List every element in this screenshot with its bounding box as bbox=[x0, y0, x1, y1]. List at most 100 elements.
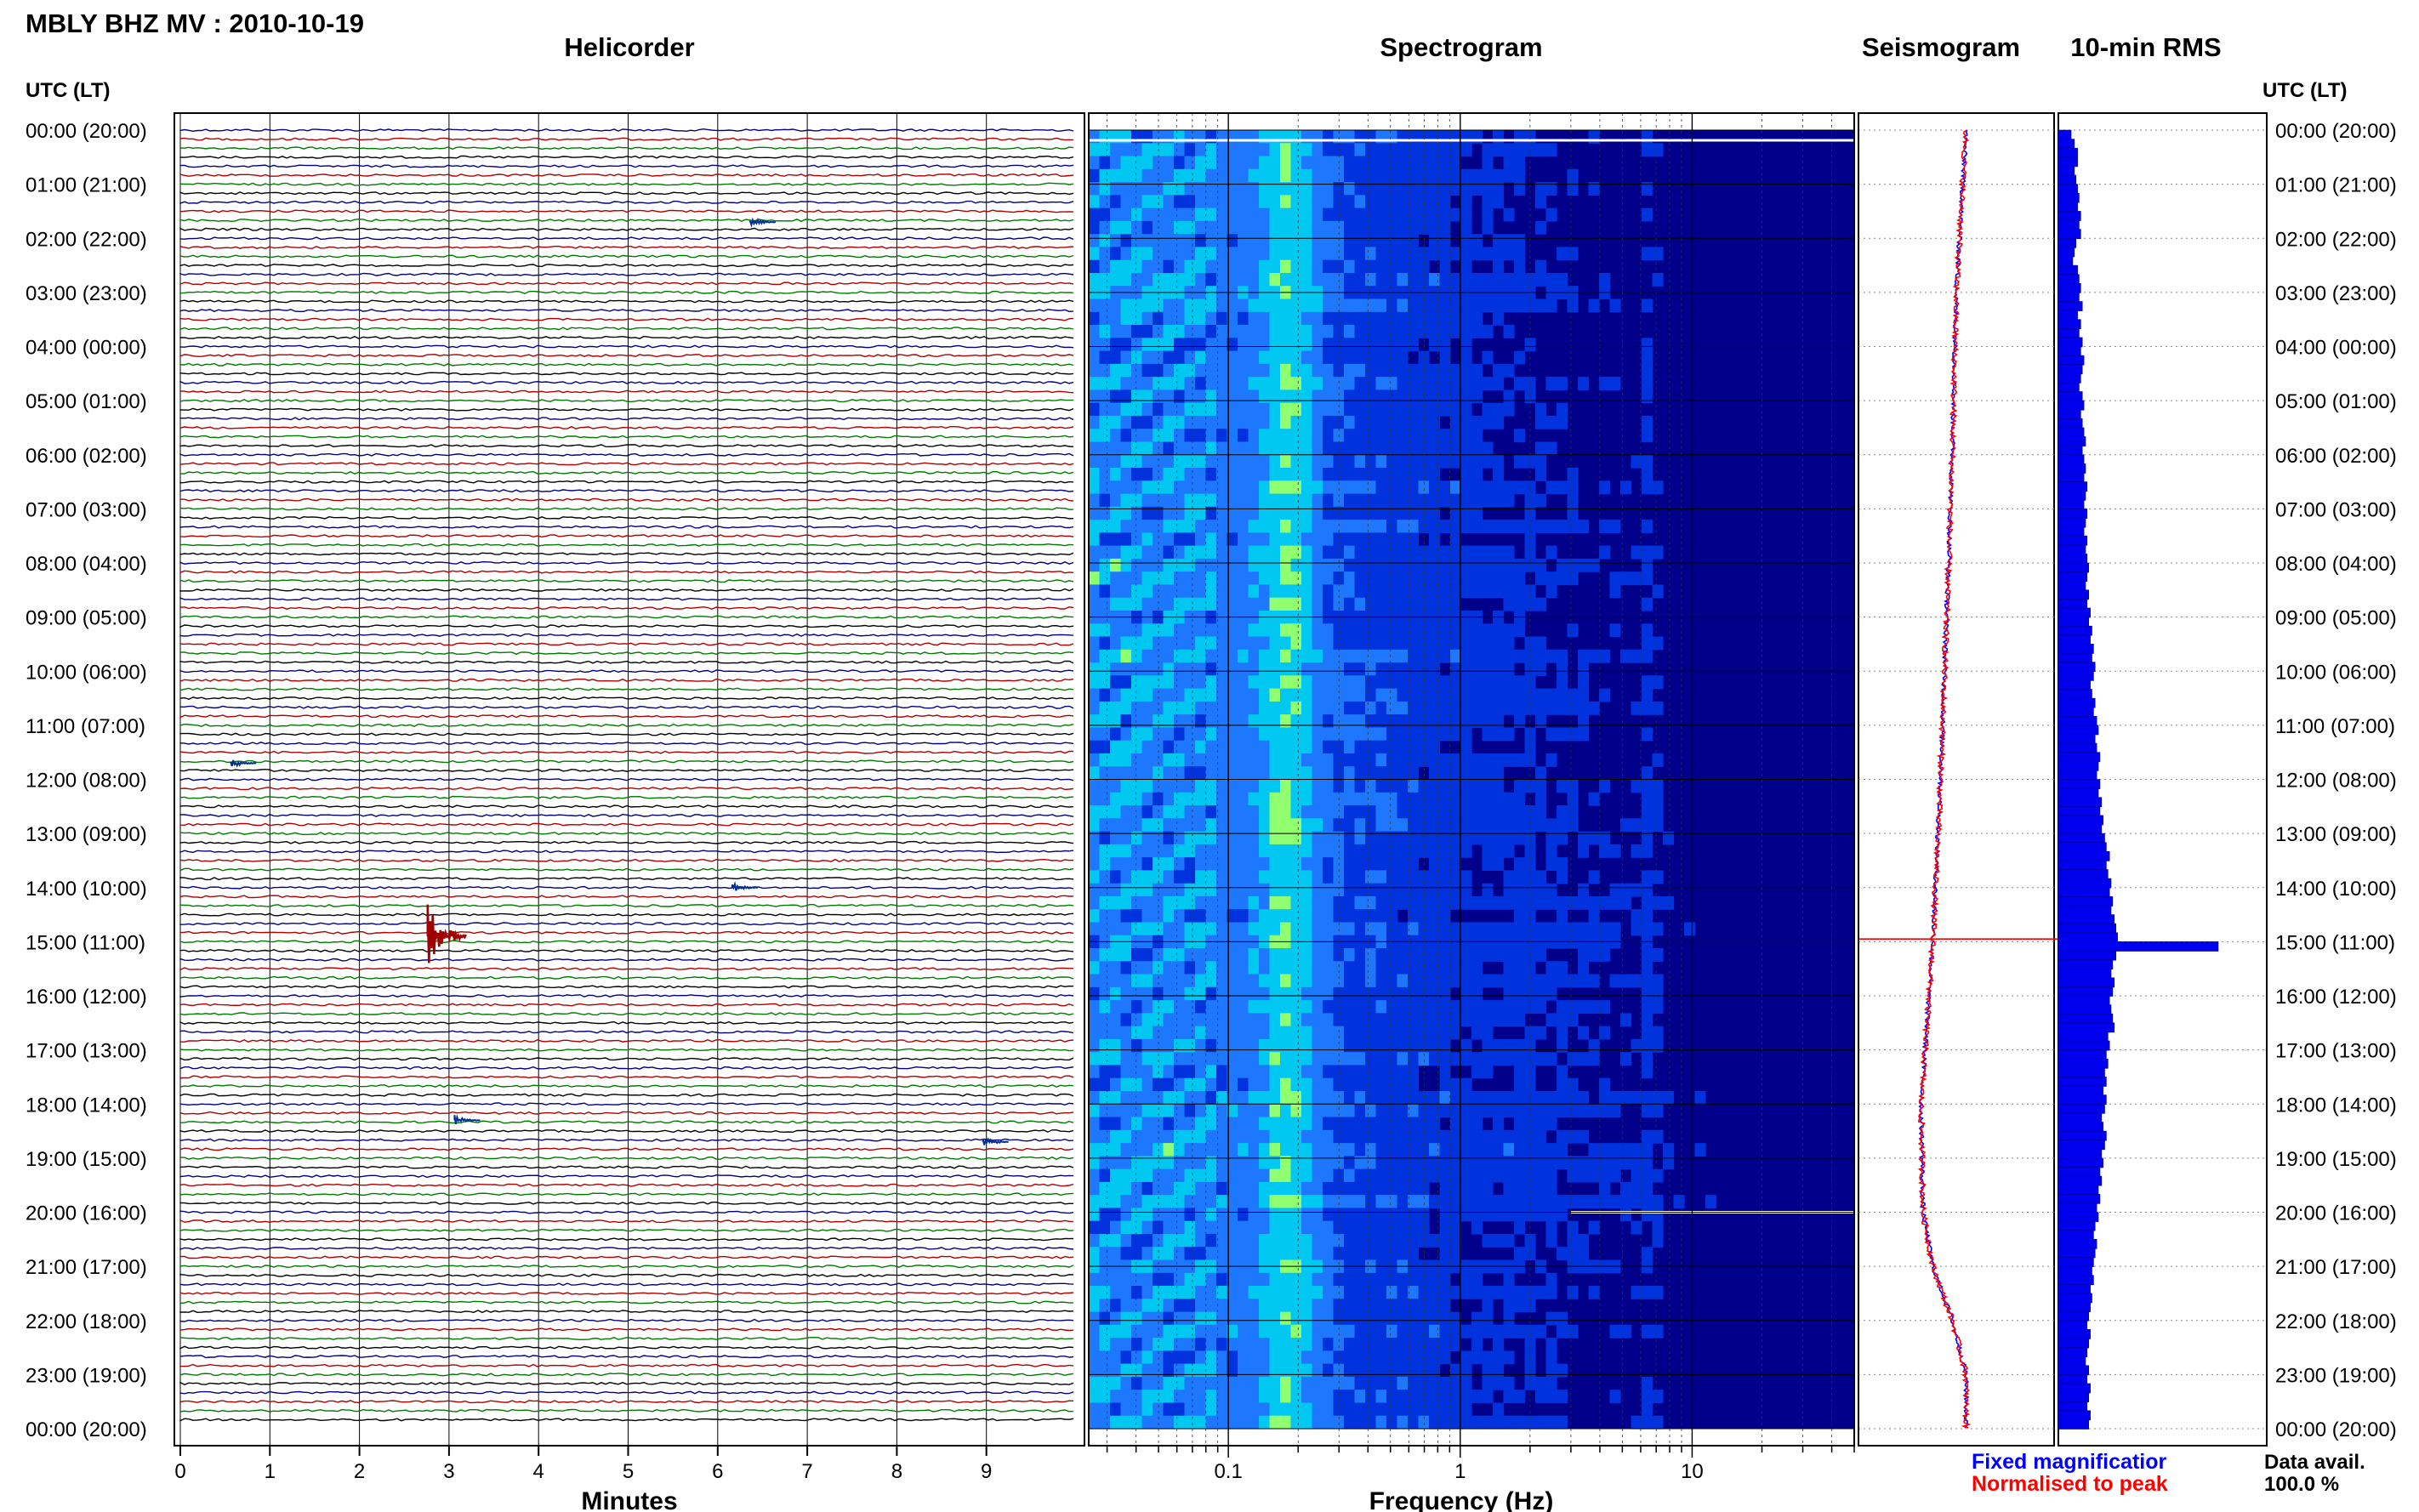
helicorder-trace bbox=[179, 570, 1074, 574]
spectrogram-cell bbox=[1301, 1299, 1313, 1313]
spectrogram-cell bbox=[1323, 1091, 1335, 1105]
spectrogram-cell bbox=[1131, 520, 1143, 533]
spectrogram-cell bbox=[1471, 922, 1483, 936]
spectrogram-cell bbox=[1460, 948, 1472, 962]
spectrogram-cell bbox=[1642, 792, 1653, 806]
spectrogram-cell bbox=[1099, 1117, 1111, 1131]
helicorder-trace bbox=[179, 281, 1074, 286]
spectrogram-cell bbox=[1259, 831, 1271, 845]
spectrogram-cell bbox=[1174, 1415, 1186, 1430]
spectrogram-cell bbox=[1524, 961, 1536, 975]
spectrogram-cell bbox=[1099, 1000, 1111, 1014]
spectrogram-cell bbox=[1545, 441, 1557, 456]
spectrogram-cell bbox=[1323, 247, 1335, 261]
spectrogram-cell bbox=[1259, 740, 1271, 754]
spectrogram-cell bbox=[1354, 792, 1366, 806]
spectrogram-cell bbox=[1439, 1247, 1451, 1261]
spectrogram-cell bbox=[1375, 986, 1387, 1001]
spectrogram-cell bbox=[1280, 571, 1292, 586]
spectrogram-cell bbox=[1290, 1220, 1302, 1235]
spectrogram-cell bbox=[1312, 1286, 1323, 1299]
spectrogram-cell bbox=[1174, 1350, 1186, 1365]
spectrogram-cell bbox=[1248, 1129, 1260, 1144]
spectrogram-cell bbox=[1184, 818, 1196, 833]
spectrogram-cell bbox=[1567, 1091, 1579, 1105]
spectrogram-cell bbox=[1141, 350, 1153, 365]
spectrogram-cell bbox=[1131, 636, 1143, 651]
spectrogram-cell bbox=[1344, 259, 1356, 274]
spectrogram-cell bbox=[1227, 429, 1238, 443]
spectrogram-cell bbox=[1290, 493, 1302, 508]
rms-bar bbox=[2058, 1392, 2090, 1402]
spectrogram-cell bbox=[1089, 1195, 1101, 1208]
spectrogram-cell bbox=[1195, 1402, 1207, 1417]
spectrogram-cell bbox=[1609, 895, 1621, 910]
rms-bar bbox=[2058, 1175, 2103, 1186]
spectrogram-cell bbox=[1280, 1299, 1292, 1313]
spectrogram-cell bbox=[1514, 1052, 1526, 1066]
spectrogram-cell bbox=[1460, 1052, 1472, 1066]
spectrogram-cell bbox=[1397, 1195, 1409, 1208]
spectrogram-cell bbox=[1184, 831, 1196, 845]
spectrogram-cell bbox=[1131, 1168, 1143, 1183]
rms-bar bbox=[2058, 544, 2086, 555]
helicorder-trace bbox=[179, 182, 1074, 186]
spectrogram-cell bbox=[1375, 350, 1387, 365]
spectrogram-cell bbox=[1280, 1324, 1292, 1339]
spectrogram-cell bbox=[1514, 480, 1526, 495]
spectrogram-cell bbox=[1120, 273, 1132, 287]
helicorder-trace bbox=[179, 867, 1074, 872]
spectrogram-cell bbox=[1174, 1299, 1186, 1313]
spectrogram-cell bbox=[1301, 1181, 1313, 1196]
rms-bar bbox=[2058, 1202, 2097, 1214]
spectrogram-cell bbox=[1120, 350, 1132, 365]
spectrogram-cell bbox=[1227, 389, 1238, 404]
spectrogram-cell bbox=[1418, 675, 1430, 690]
spectrogram-cell bbox=[1184, 1168, 1196, 1183]
spectrogram-cell bbox=[1174, 779, 1186, 793]
spectrogram-cell bbox=[1535, 597, 1547, 611]
spectrogram-cell bbox=[1450, 1000, 1462, 1014]
spectrogram-cell bbox=[1153, 597, 1164, 611]
spectrogram-cell bbox=[1344, 1129, 1356, 1144]
spectrogram-cell bbox=[1323, 727, 1335, 742]
spectrogram-cell bbox=[1386, 1402, 1398, 1417]
spectrogram-cell bbox=[1141, 1324, 1153, 1339]
spectrogram-cell bbox=[1248, 779, 1260, 793]
helicorder-trace bbox=[179, 1408, 1074, 1413]
spectrogram-cell bbox=[1184, 195, 1196, 209]
spectrogram-cell bbox=[1599, 779, 1611, 793]
spectrogram-cell bbox=[1301, 1000, 1313, 1014]
spectrogram-cell bbox=[1141, 1208, 1153, 1222]
spectrogram-cell bbox=[1354, 662, 1366, 676]
spectrogram-cell bbox=[1429, 740, 1441, 754]
spectrogram-cell bbox=[1471, 948, 1483, 962]
spectrogram-cell bbox=[1089, 273, 1101, 287]
spectrogram-cell bbox=[1312, 986, 1323, 1001]
helicorder-trace bbox=[179, 1300, 1074, 1305]
spectrogram-cell bbox=[1386, 831, 1398, 845]
spectrogram-cell bbox=[1131, 831, 1143, 845]
spectrogram-cell bbox=[1365, 766, 1377, 781]
helicorder-trace bbox=[179, 985, 1074, 989]
helicorder-trace bbox=[179, 1192, 1074, 1197]
spectrogram-cell bbox=[1482, 454, 1494, 469]
spectrogram-cell bbox=[1397, 545, 1409, 560]
spectrogram-cell bbox=[1290, 1208, 1302, 1222]
spectrogram-cell bbox=[1386, 844, 1398, 858]
spectrogram-cell bbox=[1588, 948, 1600, 962]
spectrogram-cell bbox=[1195, 1376, 1207, 1390]
spectrogram-cell bbox=[1514, 520, 1526, 533]
spectrogram-cell bbox=[1163, 1363, 1175, 1378]
spectrogram-cell bbox=[1248, 1363, 1260, 1378]
spectrogram-cell bbox=[1365, 1038, 1377, 1053]
spectrogram-cell bbox=[1365, 1363, 1377, 1378]
helicorder-trace bbox=[179, 687, 1074, 691]
spectrogram-cell bbox=[1205, 714, 1217, 728]
rms-bar bbox=[2058, 346, 2081, 356]
spectrogram-cell bbox=[1429, 857, 1441, 871]
spectrogram-cell bbox=[1163, 234, 1175, 248]
spectrogram-cell bbox=[1301, 350, 1313, 365]
spectrogram-cell bbox=[1471, 1350, 1483, 1365]
spectrogram-cell bbox=[1099, 1077, 1111, 1092]
